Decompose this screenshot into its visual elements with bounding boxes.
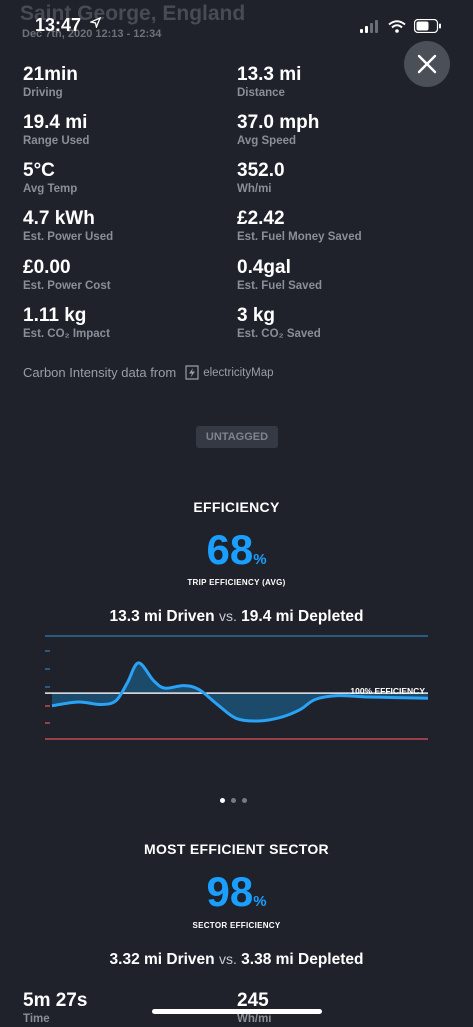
stat-avg-temp: 5°C Avg Temp <box>23 160 223 197</box>
stat-avg-speed: 37.0 mph Avg Speed <box>237 112 437 149</box>
pager-dot[interactable] <box>231 798 236 803</box>
stat-power-cost: £0.00 Est. Power Cost <box>23 257 223 294</box>
stat-value: 0.4gal <box>237 257 291 278</box>
sector-value: 98% <box>0 868 473 916</box>
wifi-icon <box>388 19 406 33</box>
stat-label: Est. Power Cost <box>23 280 111 292</box>
stat-value: £2.42 <box>237 208 285 229</box>
stat-label: Est. Power Used <box>23 231 114 243</box>
stat-value: 4.7 kWh <box>23 208 95 229</box>
sector-time: 5m 27s Time <box>23 990 223 1027</box>
stat-power-used: 4.7 kWh Est. Power Used <box>23 208 223 245</box>
efficiency-driven-depleted: 13.3 mi Driven vs. 19.4 mi Depleted <box>0 608 473 626</box>
depleted-text: 3.38 mi Depleted <box>241 951 364 968</box>
pager-dot[interactable] <box>242 798 247 803</box>
stat-label: Range Used <box>23 135 90 147</box>
carbon-attribution-text: Carbon Intensity data from <box>23 365 177 380</box>
stat-wh-per-mi: 352.0 Wh/mi <box>237 160 437 197</box>
depleted-text: 19.4 mi Depleted <box>241 608 364 625</box>
stat-fuel-saved: 0.4gal Est. Fuel Saved <box>237 257 437 294</box>
vs-text: vs. <box>218 951 237 967</box>
close-button[interactable] <box>404 41 450 87</box>
stat-label: Wh/mi <box>237 1013 272 1025</box>
stat-value: £0.00 <box>23 257 71 278</box>
battery-icon <box>414 19 441 33</box>
stat-value: 5°C <box>23 160 55 181</box>
stat-value: 245 <box>237 990 269 1011</box>
page-title: Saint George, England <box>20 2 246 25</box>
efficiency-unit: % <box>253 551 267 568</box>
stat-value: 21min <box>23 64 78 85</box>
carbon-attribution: Carbon Intensity data from electricityMa… <box>23 365 274 380</box>
stat-value: 3 kg <box>237 305 276 326</box>
sector-number: 98 <box>206 868 254 915</box>
efficiency-number: 68 <box>206 526 254 573</box>
stat-value: 37.0 mph <box>237 112 320 133</box>
stat-distance: 13.3 mi Distance <box>237 64 437 101</box>
status-time: 13:47 <box>35 15 82 35</box>
stat-label: Avg Speed <box>237 135 297 147</box>
chart-area <box>52 662 428 722</box>
sector-unit: % <box>253 893 267 910</box>
stat-label: Est. Fuel Saved <box>237 280 323 292</box>
home-indicator[interactable] <box>152 1009 322 1014</box>
electricitymap-logo-icon <box>185 365 199 380</box>
stat-label: Avg Temp <box>23 183 78 195</box>
stat-range-used: 19.4 mi Range Used <box>23 112 223 149</box>
stat-value: 352.0 <box>237 160 285 181</box>
stat-label: Est. Fuel Money Saved <box>237 231 362 243</box>
chart-series-line <box>51 661 429 723</box>
chart-pager[interactable] <box>220 798 247 803</box>
chart-reference-label: 100% EFFICIENCY <box>350 686 425 696</box>
pager-dot[interactable] <box>220 798 225 803</box>
signal-icon <box>360 19 378 33</box>
stat-label: Wh/mi <box>237 183 272 195</box>
efficiency-value: 68% <box>0 526 473 574</box>
sector-wh-per-mi: 245 Wh/mi <box>237 990 437 1027</box>
location-arrow-icon <box>88 16 102 31</box>
stat-co2-impact: 1.11 kg Est. CO₂ Impact <box>23 305 223 342</box>
efficiency-caption: TRIP EFFICIENCY (AVG) <box>187 578 286 587</box>
stat-fuel-money-saved: £2.42 Est. Fuel Money Saved <box>237 208 437 245</box>
stat-label: Est. CO₂ Impact <box>23 328 110 340</box>
stat-value: 5m 27s <box>23 990 88 1011</box>
stat-label: Driving <box>23 87 63 99</box>
driven-text: 3.32 mi Driven <box>109 951 215 968</box>
stat-label: Time <box>23 1013 50 1025</box>
close-icon <box>417 54 437 74</box>
stat-driving: 21min Driving <box>23 64 223 101</box>
efficiency-chart[interactable]: 100% EFFICIENCY <box>0 630 473 750</box>
electricitymap-link[interactable]: electricityMap <box>184 365 274 380</box>
untagged-badge[interactable]: UNTAGGED <box>196 426 278 448</box>
stat-label: Est. CO₂ Saved <box>237 328 321 340</box>
status-icons <box>360 18 442 34</box>
stat-value: 19.4 mi <box>23 112 88 133</box>
vs-text: vs. <box>218 608 237 624</box>
stat-value: 13.3 mi <box>237 64 302 85</box>
sector-caption: SECTOR EFFICIENCY <box>192 921 281 930</box>
stat-co2-saved: 3 kg Est. CO₂ Saved <box>237 305 437 342</box>
driven-text: 13.3 mi Driven <box>109 608 215 625</box>
sector-driven-depleted: 3.32 mi Driven vs. 3.38 mi Depleted <box>0 951 473 969</box>
efficiency-title: EFFICIENCY <box>193 499 280 515</box>
electricitymap-label: electricityMap <box>203 366 274 379</box>
sector-title: MOST EFFICIENT SECTOR <box>144 841 329 857</box>
trip-date-range: Dec 7th, 2020 12:13 - 12:34 <box>22 28 162 40</box>
stat-label: Distance <box>237 87 285 99</box>
stat-value: 1.11 kg <box>23 305 87 326</box>
